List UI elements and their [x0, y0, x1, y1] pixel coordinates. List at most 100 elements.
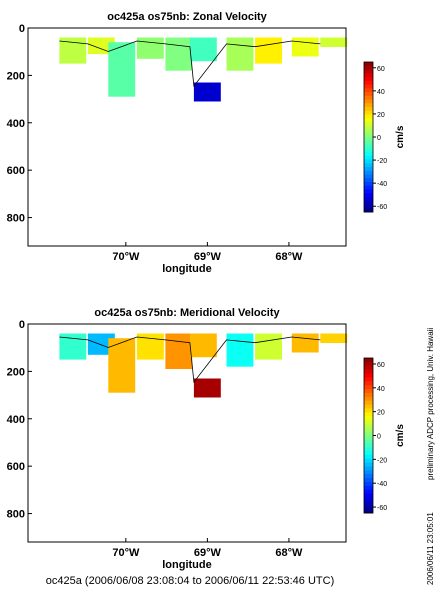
x-tick-label-1-2: 69°W	[194, 251, 222, 263]
colorbar-band-1-4	[364, 73, 373, 78]
x-axis-label-2: longitude	[162, 559, 212, 571]
x-tick-label-2-3: 68°W	[275, 547, 303, 559]
colorbar-band-1-34	[364, 185, 373, 190]
data-cell-2-9	[255, 333, 282, 360]
colorbar-band-2-12	[364, 400, 373, 405]
colorbar-band-1-26	[364, 155, 373, 160]
data-cell-1-5	[165, 37, 193, 71]
colorbar-band-2-39	[364, 505, 373, 510]
data-cell-1-7	[193, 82, 221, 102]
colorbar-band-1-15	[364, 114, 373, 119]
colorbar-band-2-19	[364, 427, 373, 433]
y-tick-label-2-2: 200	[7, 366, 25, 378]
y-tick-label-2-3: 400	[7, 414, 25, 426]
colorbar-tick-label-1-6: -40	[377, 181, 387, 188]
colorbar-band-1-10	[364, 95, 373, 100]
data-cell-1-9	[255, 37, 282, 64]
colorbar-band-1-17	[364, 122, 373, 127]
colorbar-tick-label-1-5: -20	[377, 158, 387, 165]
data-cell-2-3	[108, 338, 136, 393]
colorbar-band-1-28	[364, 163, 373, 168]
colorbar-tick-label-2-4: 0	[377, 434, 381, 441]
colorbar-band-2-28	[364, 462, 373, 467]
colorbar-tick-label-2-2: 40	[377, 386, 385, 393]
colorbar-band-1-5	[364, 77, 373, 82]
y-tick-label-1-1: 0	[19, 23, 25, 35]
data-cell-2-8	[226, 333, 254, 367]
colorbar-band-2-8	[364, 385, 373, 390]
footer-time-range: oc425a (2006/06/08 23:08:04 to 2006/06/1…	[46, 575, 334, 587]
y-tick-label-2-4: 600	[7, 461, 25, 473]
chart-title-2: oc425a os75nb: Meridional Velocity	[94, 307, 280, 319]
data-cell-1-11	[320, 37, 348, 47]
colorbar-tick-label-1-1: 60	[377, 66, 385, 73]
colorbar-band-1-3	[364, 69, 373, 74]
colorbar-band-1-36	[364, 193, 373, 198]
colorbar-band-2-38	[364, 501, 373, 506]
x-tick-label-1-3: 68°W	[275, 251, 303, 263]
colorbar-band-2-7	[364, 381, 373, 386]
colorbar-band-1-27	[364, 159, 373, 164]
colorbar-band-2-6	[364, 377, 373, 382]
colorbar-tick-label-2-1: 60	[377, 362, 385, 369]
colorbar-label-1: cm/s	[395, 125, 406, 148]
zero-contour-2	[59, 336, 321, 384]
data-cell-2-10	[291, 333, 319, 353]
data-cell-2-11	[320, 333, 348, 343]
colorbar-band-1-39	[364, 204, 373, 209]
colorbar-band-2-17	[364, 420, 373, 425]
colorbar-band-2-3	[364, 365, 373, 371]
data-cell-1-10	[291, 37, 319, 57]
colorbar-band-2-29	[364, 466, 373, 471]
colorbar-tick-label-2-7: -60	[377, 505, 387, 512]
colorbar-tick-label-2-6: -40	[377, 481, 387, 488]
y-tick-label-2-1: 0	[19, 319, 25, 331]
colorbar-band-2-14	[364, 408, 373, 413]
colorbar-band-2-9	[364, 389, 373, 394]
colorbar-band-1-18	[364, 125, 373, 130]
colorbar-band-1-19	[364, 129, 373, 134]
colorbar-band-2-2	[364, 361, 373, 367]
colorbar-tick-label-1-7: -60	[377, 204, 387, 211]
colorbar-band-2-20	[364, 431, 373, 436]
chart-title-1: oc425a os75nb: Zonal Velocity	[107, 11, 267, 23]
colorbar-band-2-16	[364, 416, 373, 421]
data-cell-1-2	[87, 37, 115, 55]
colorbar-band-1-14	[364, 110, 373, 115]
colorbar-band-1-11	[364, 99, 373, 104]
colorbar-band-2-40	[364, 509, 373, 514]
data-cell-1-8	[226, 37, 254, 71]
y-tick-label-2-5: 800	[7, 509, 25, 521]
axes-frame-2	[27, 323, 347, 543]
y-tick-label-1-5: 800	[7, 213, 25, 225]
colorbar-band-1-9	[364, 92, 373, 97]
colorbar-band-2-33	[364, 482, 373, 487]
colorbar-band-1-20	[364, 133, 373, 138]
data-cell-1-3	[108, 42, 136, 97]
colorbar-band-2-4	[364, 369, 373, 374]
x-axis-label-1: longitude	[162, 263, 212, 275]
colorbar-band-2-10	[364, 392, 373, 398]
colorbar-label-2: cm/s	[395, 424, 406, 447]
processing-note: preliminary ADCP processing, Univ. Hawai…	[426, 327, 435, 480]
colorbar-band-1-33	[364, 182, 373, 187]
zero-contour-1	[59, 40, 321, 88]
colorbar-band-2-37	[364, 497, 373, 502]
colorbar-band-2-5	[364, 373, 373, 378]
colorbar-band-1-32	[364, 178, 373, 183]
colorbar-band-1-7	[364, 84, 373, 89]
colorbar-band-1-16	[364, 118, 373, 123]
data-cell-2-6	[189, 333, 217, 358]
colorbar-band-1-2	[364, 65, 373, 70]
colorbar-band-2-31	[364, 474, 373, 479]
colorbar-band-1-21	[364, 137, 373, 142]
colorbar-band-2-22	[364, 439, 373, 444]
colorbar-band-2-30	[364, 470, 373, 475]
x-tick-label-1-1: 70°W	[112, 251, 140, 263]
colorbar-band-2-21	[364, 435, 373, 440]
colorbar-band-1-25	[364, 152, 373, 157]
colorbar-band-2-26	[364, 454, 373, 460]
colorbar-band-1-1	[364, 62, 373, 67]
colorbar-band-1-23	[364, 144, 373, 149]
colorbar-band-2-27	[364, 458, 373, 464]
